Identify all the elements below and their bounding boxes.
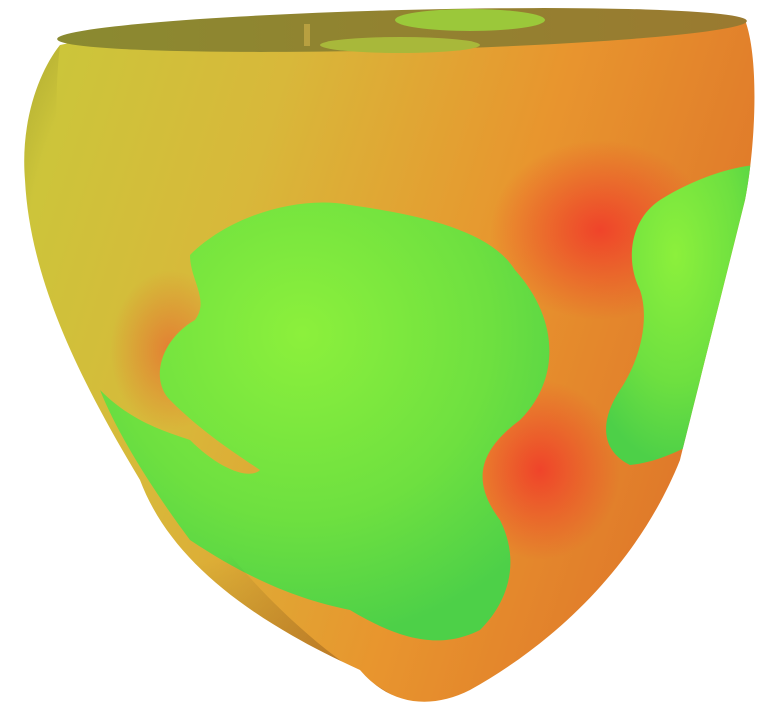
valve-post — [304, 24, 310, 46]
valve — [395, 9, 545, 31]
green-region — [100, 202, 550, 641]
top-rim — [57, 8, 747, 52]
valve — [320, 37, 480, 53]
